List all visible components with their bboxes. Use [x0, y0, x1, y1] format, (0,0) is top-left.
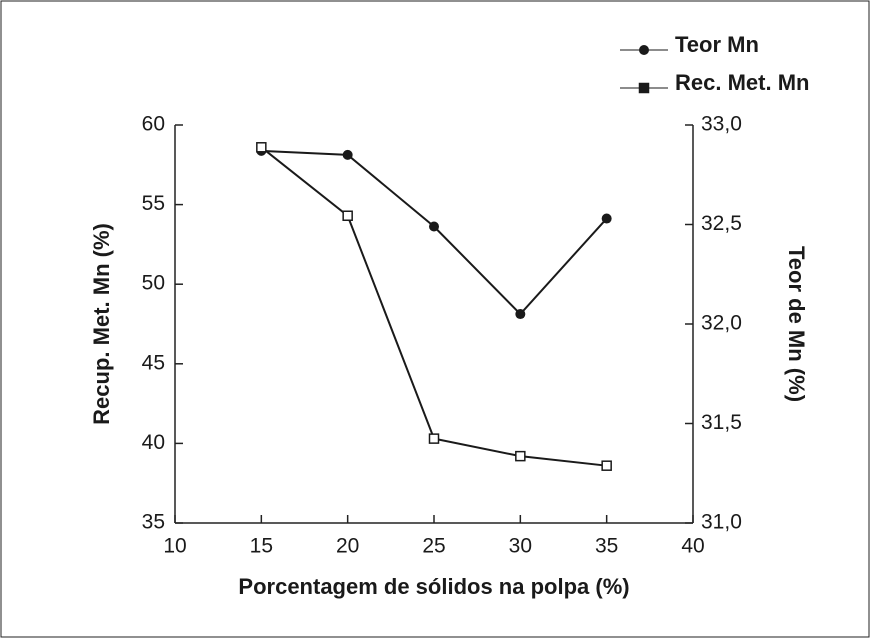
y2-tick-label: 31,0: [701, 511, 742, 534]
point: [256, 142, 267, 153]
point: [515, 450, 526, 462]
y-tick-label: 40: [142, 431, 165, 454]
legend-label: Rec. Met. Mn: [675, 70, 809, 95]
y-tick-label: 50: [142, 272, 165, 295]
y-tick-label: 60: [142, 113, 165, 136]
y-axis-label: Recup. Met. Mn (%): [89, 223, 114, 425]
point: [601, 460, 612, 471]
y-tick-label: 45: [142, 351, 165, 374]
y2-tick-label: 31,5: [701, 411, 742, 434]
y2-tick-label: 32,0: [701, 312, 742, 335]
point: [429, 221, 439, 232]
x-axis-label: Porcentagem de sólidos na polpa (%): [238, 574, 629, 599]
point: [601, 213, 612, 224]
y-tick-label: 55: [142, 192, 165, 215]
point: [428, 433, 440, 444]
point: [515, 309, 526, 320]
x-tick-label: 30: [509, 535, 532, 558]
x-tick-label: 10: [163, 535, 186, 558]
x-tick-label: 20: [336, 535, 359, 558]
x-tick-label: 40: [681, 535, 704, 558]
y2-axis-label: Teor de Mn (%): [784, 246, 809, 402]
point: [342, 210, 353, 221]
x-tick-label: 25: [422, 535, 445, 558]
x-tick-label: 35: [595, 535, 618, 558]
legend-marker: [639, 45, 649, 55]
point: [342, 149, 353, 160]
legend-label: Teor Mn: [675, 32, 759, 57]
y-tick-label: 35: [142, 511, 165, 534]
legend-marker: [638, 82, 650, 94]
y2-tick-label: 33,0: [701, 113, 742, 136]
x-tick-label: 15: [250, 535, 273, 558]
y2-tick-label: 32,5: [701, 212, 742, 235]
